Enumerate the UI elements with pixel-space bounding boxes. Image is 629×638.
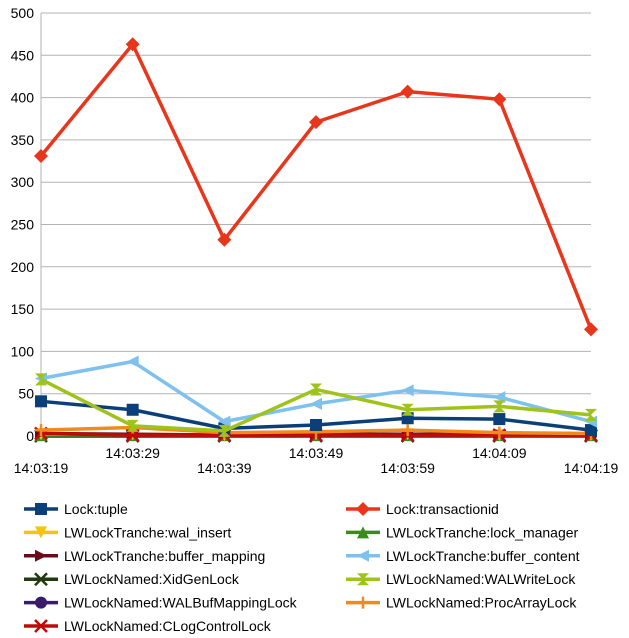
data-point: [585, 424, 597, 437]
data-point: [401, 384, 414, 397]
legend-marker: [356, 502, 370, 516]
legend-item: LWLockNamed:XidGenLock: [24, 571, 240, 587]
y-tick-label: 200: [11, 259, 35, 275]
data-point: [492, 92, 507, 107]
legend-marker: [357, 596, 369, 609]
data-point: [493, 391, 506, 404]
legend-label: Lock:transactionid: [386, 501, 499, 517]
data-point: [35, 424, 47, 437]
legend-item: LWLockTranche:lock_manager: [346, 524, 579, 540]
legend-item: LWLockNamed:CLogControlLock: [24, 618, 272, 634]
x-tick-label: 14:03:19: [14, 460, 69, 476]
data-point: [35, 395, 47, 408]
y-tick-label: 0: [26, 428, 34, 444]
data-point: [34, 148, 48, 163]
data-point: [493, 413, 506, 426]
data-point: [309, 115, 323, 130]
y-tick-label: 350: [11, 132, 35, 148]
x-tick-label: 14:04:19: [564, 460, 619, 476]
data-point: [585, 408, 597, 421]
legend-item: Lock:tuple: [24, 501, 128, 517]
legend-label: LWLockNamed:WALWriteLock: [386, 571, 576, 587]
series-lwlocktranche-buffer-content: [35, 355, 597, 428]
data-point: [218, 415, 231, 428]
legend: Lock:tuple Lock:transactionid LWLockTranch…: [24, 501, 580, 634]
legend-marker: [35, 526, 47, 539]
legend-label: LWLockTranche:lock_manager: [386, 524, 579, 540]
legend-item: LWLockNamed:WALBufMappingLock: [24, 595, 298, 611]
data-point: [125, 37, 140, 52]
legend-label: LWLockTranche:buffer_content: [386, 548, 580, 564]
y-tick-label: 100: [11, 343, 35, 359]
y-tick-label: 450: [11, 47, 35, 63]
legend-label: Lock:tuple: [64, 501, 128, 517]
data-point: [310, 397, 322, 410]
legend-label: LWLockNamed:ProcArrayLock: [386, 595, 577, 611]
data-point: [400, 84, 415, 99]
legend-label: LWLockNamed:XidGenLock: [64, 571, 240, 587]
data-point: [493, 426, 506, 439]
y-tick-label: 400: [11, 90, 35, 106]
data-point: [126, 355, 139, 368]
legend-marker: [35, 596, 47, 609]
x-tick-label: 14:03:29: [105, 445, 160, 461]
legend-item: LWLockNamed:ProcArrayLock: [346, 595, 577, 611]
series-lock-transactionid: [34, 37, 598, 337]
legend-marker: [35, 503, 47, 515]
legend-marker: [357, 549, 369, 562]
data-point: [218, 424, 231, 437]
legend-item: LWLockTranche:buffer_mapping: [24, 548, 265, 564]
data-point: [126, 419, 139, 432]
y-tick-label: 50: [18, 386, 34, 402]
legend-item: LWLockTranche:buffer_content: [346, 548, 580, 564]
data-point: [126, 403, 139, 416]
series-lwlocknamed-walwritelock: [35, 373, 597, 437]
legend-label: LWLockTranche:buffer_mapping: [64, 548, 265, 564]
gridlines: [41, 12, 591, 437]
data-point: [401, 424, 414, 437]
series-line: [39, 42, 593, 331]
data-point: [310, 419, 322, 432]
legend-marker: [357, 573, 369, 586]
x-tick-label: 14:03:39: [197, 460, 252, 476]
legend-marker: [34, 572, 48, 587]
legend-label: LWLockTranche:wal_insert: [64, 524, 231, 540]
data-point: [493, 400, 506, 413]
y-tick-label: 500: [11, 5, 35, 21]
y-tick-label: 250: [11, 217, 35, 233]
data-point: [217, 232, 232, 247]
x-tick-label: 14:03:49: [289, 445, 344, 461]
legend-label: LWLockNamed:WALBufMappingLock: [64, 595, 298, 611]
data-point: [35, 373, 47, 386]
x-tick-label: 14:04:09: [472, 445, 527, 461]
data-point: [401, 403, 414, 416]
legend-marker: [357, 526, 369, 539]
legend-item: LWLockTranche:wal_insert: [24, 524, 231, 540]
legend-item: LWLockNamed:WALWriteLock: [346, 571, 576, 587]
data-point: [584, 322, 598, 337]
legend-label: LWLockNamed:CLogControlLock: [64, 618, 272, 634]
legend-item: Lock:transactionid: [346, 501, 499, 517]
legend-marker: [35, 549, 47, 562]
y-tick-label: 300: [11, 174, 35, 190]
legend-marker: [34, 619, 48, 633]
x-tick-label: 14:03:59: [380, 460, 435, 476]
data-point: [310, 383, 322, 396]
y-tick-label: 150: [11, 301, 35, 317]
